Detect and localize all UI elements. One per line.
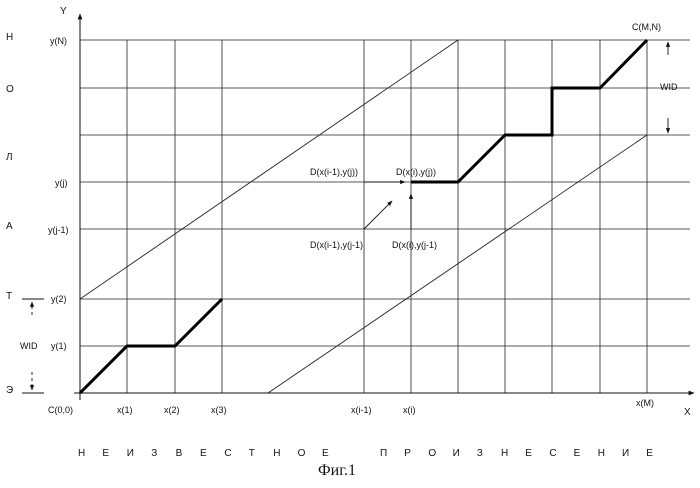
y-axis-title: Y: [60, 6, 67, 17]
bottom-letter: О: [428, 448, 436, 459]
axes: [74, 14, 694, 400]
y-tick-label: y(N): [50, 36, 67, 46]
y-tick-label: y(j-1): [48, 225, 69, 235]
bottom-letter: И: [622, 448, 629, 459]
x-tick-label: C(0,0): [48, 405, 73, 415]
x-tick-label: x(i): [403, 405, 416, 415]
bottom-letter: Р: [404, 448, 411, 459]
bottom-letter: Н: [273, 448, 280, 459]
side-letter: Л: [6, 152, 13, 163]
warping-path-upper: [411, 40, 647, 182]
bottom-letter: П: [380, 448, 387, 459]
side-letter: Н: [6, 32, 13, 43]
bottom-letter: Е: [102, 448, 109, 459]
wid-label-left: WID: [20, 341, 38, 351]
bottom-letter: Е: [525, 448, 532, 459]
x-tick-label: x(3): [211, 405, 227, 415]
y-tick-label: y(2): [51, 294, 67, 304]
bottom-right-letters: ПРОИЗНЕСЕНИЕ: [380, 448, 653, 459]
figure-caption: Фиг.1: [318, 462, 356, 479]
bottom-letter: И: [453, 448, 460, 459]
bottom-letter: Е: [322, 448, 329, 459]
arrow-diagonal: [364, 201, 392, 229]
bottom-letter: С: [549, 448, 556, 459]
bottom-letter: С: [224, 448, 231, 459]
bottom-letter: В: [176, 448, 183, 459]
x-tick-label: x(2): [164, 405, 180, 415]
x-tick-label: x(M): [636, 398, 654, 408]
bottom-letter: З: [151, 448, 157, 459]
bottom-letter: И: [127, 448, 134, 459]
corner-label: C(M,N): [632, 22, 661, 32]
bottom-letter: Е: [200, 448, 207, 459]
wid-label-right: WID: [660, 82, 678, 92]
side-letter: А: [6, 221, 13, 232]
bottom-letter: З: [477, 448, 483, 459]
bottom-letter: Н: [598, 448, 605, 459]
bottom-letter: О: [298, 448, 306, 459]
bottom-letter: Е: [574, 448, 581, 459]
node-label: D(x(i),y(j)): [396, 167, 436, 177]
node-label: D(x(i-1),y(j-1): [310, 240, 363, 250]
side-letter: Э: [6, 385, 13, 396]
node-label: D(x(i),y(j-1): [392, 240, 437, 250]
bottom-letter: Т: [249, 448, 255, 459]
side-letters: Н О Л А Т Э: [6, 32, 14, 396]
node-label: D(x(i-1),y(j)): [310, 167, 358, 177]
bottom-letter: Н: [501, 448, 508, 459]
bottom-letter: Е: [646, 448, 653, 459]
side-letter: Т: [6, 291, 12, 302]
x-axis-title: X: [684, 407, 691, 418]
bottom-letter: Н: [78, 448, 85, 459]
grid: [80, 40, 690, 393]
y-tick-label: y(1): [51, 341, 67, 351]
x-tick-label: x(1): [117, 405, 133, 415]
x-tick-label: x(i-1): [351, 405, 372, 415]
y-tick-label: y(j): [55, 178, 68, 188]
side-letter: О: [6, 84, 14, 95]
bottom-left-letters: НЕИЗВЕСТНОЕ: [78, 448, 329, 459]
